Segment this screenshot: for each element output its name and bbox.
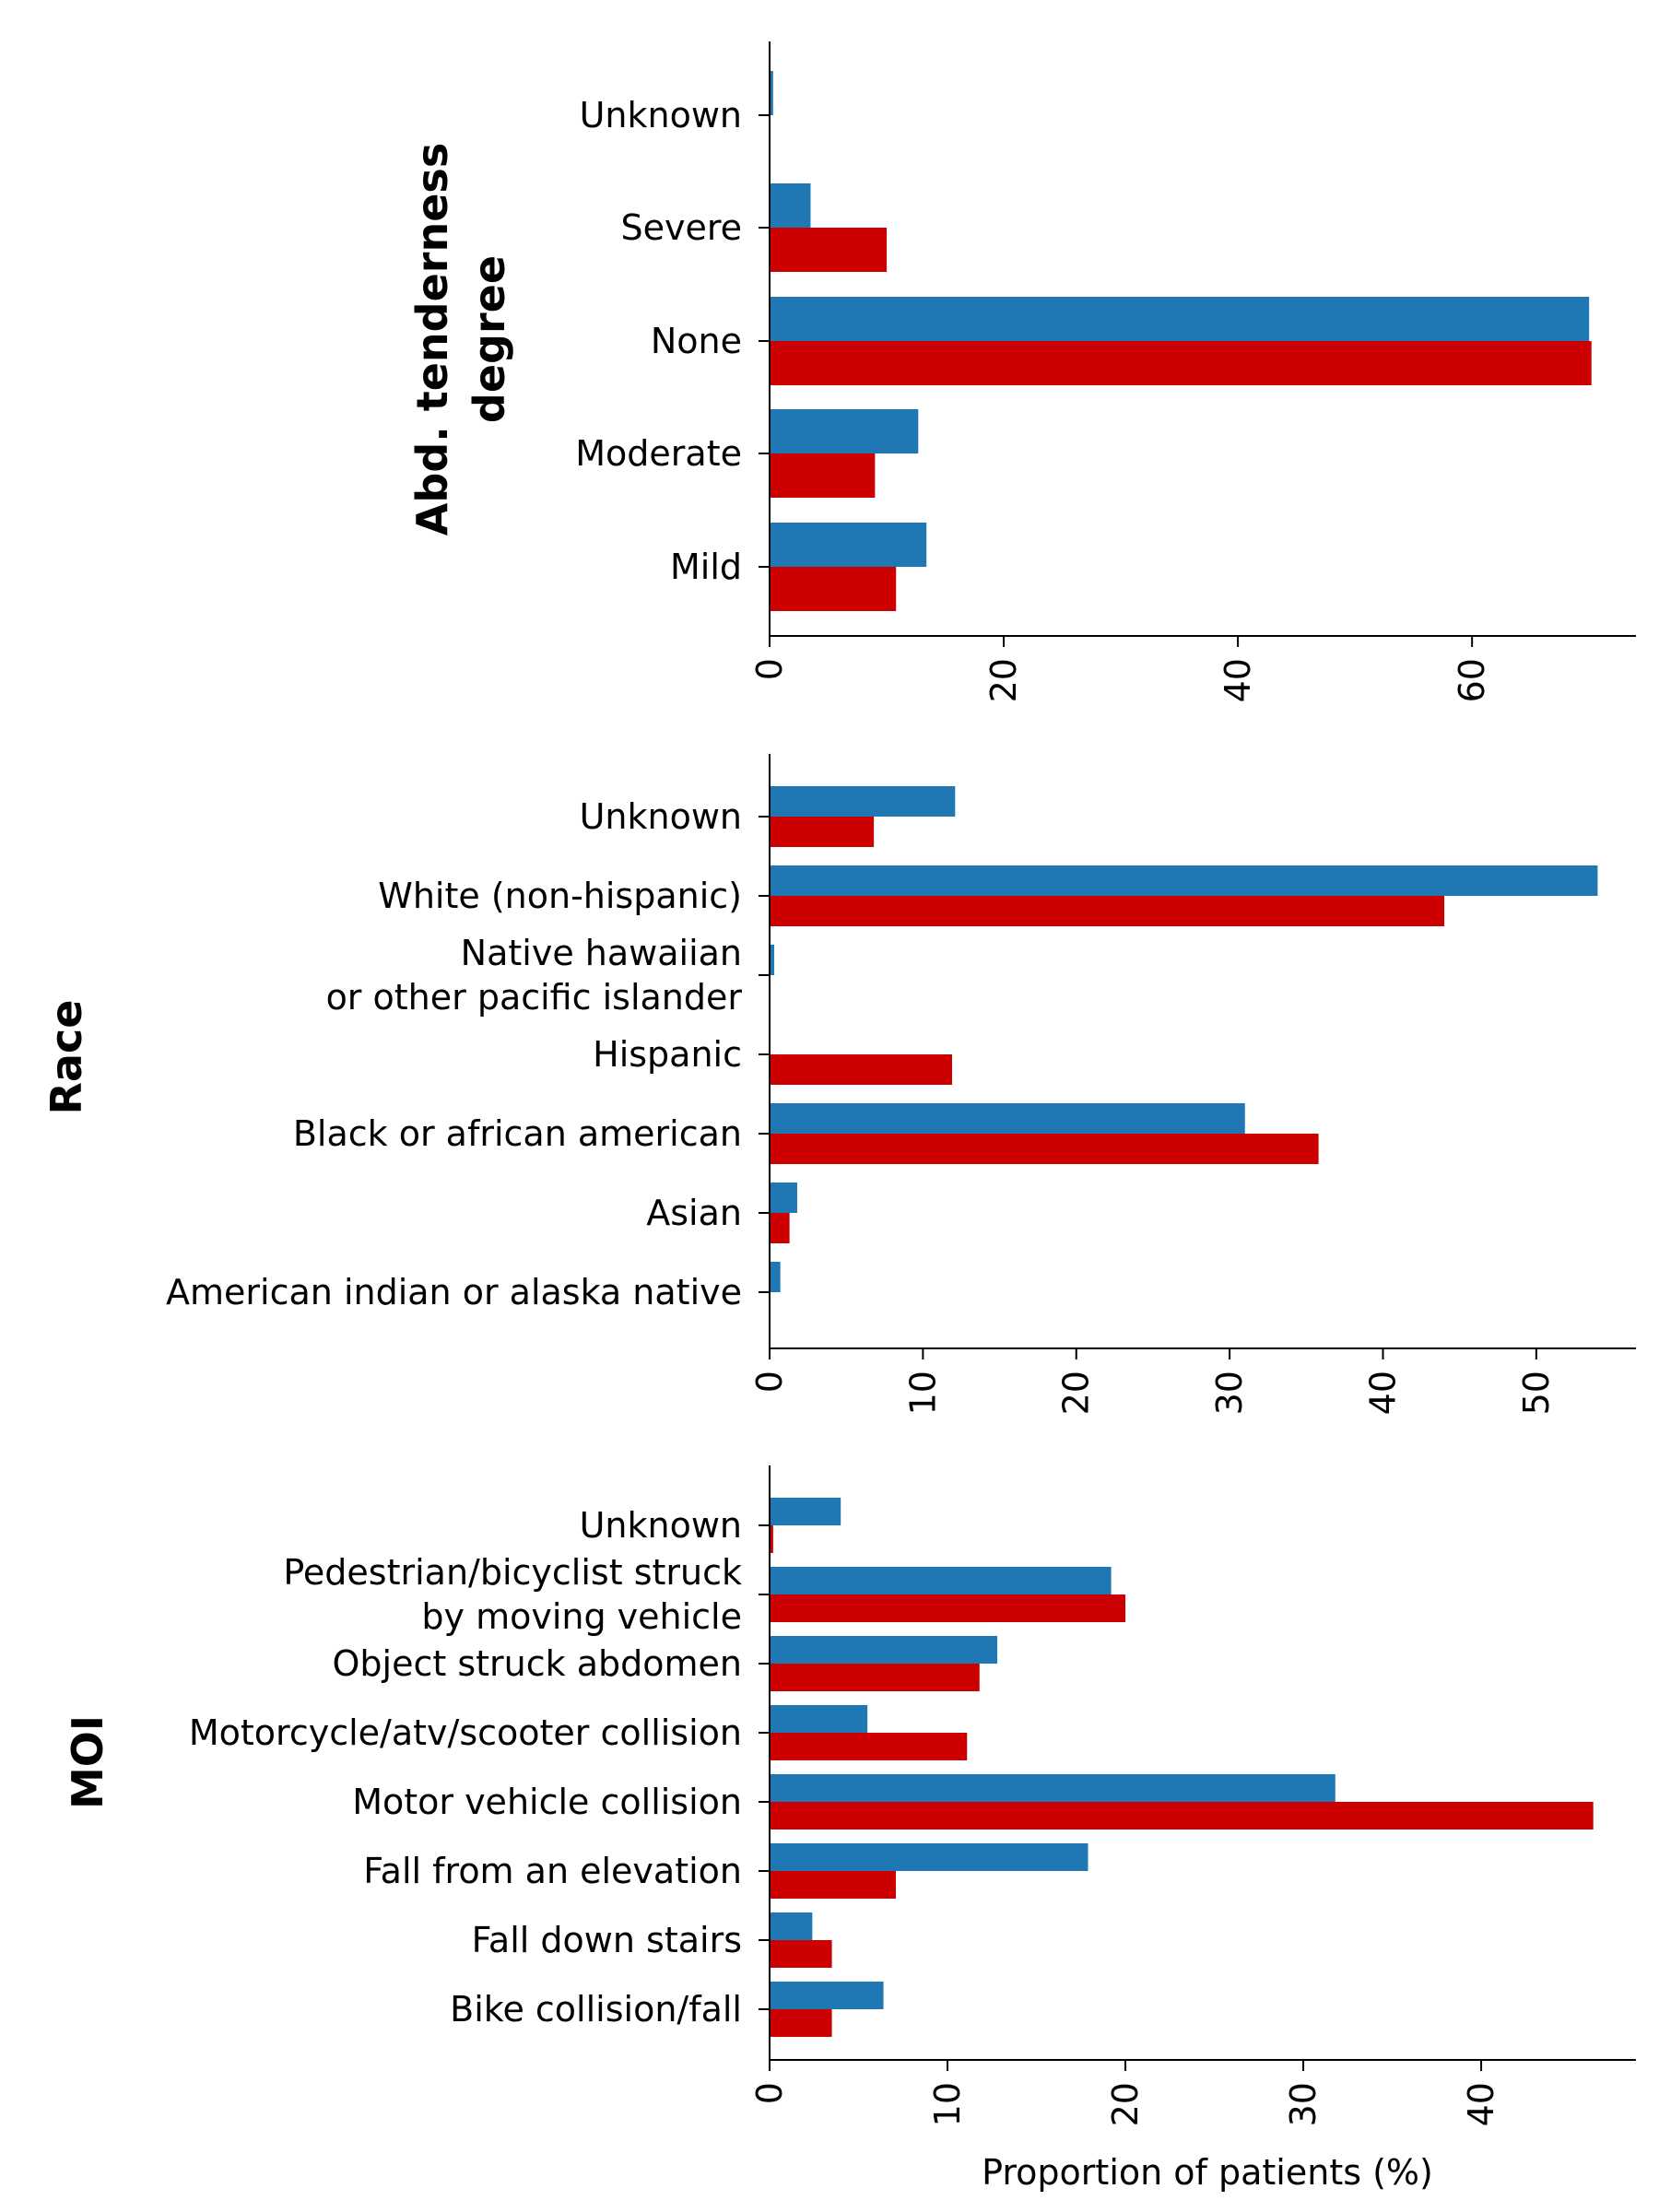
bar-p3-c4-s1: [770, 1705, 868, 1733]
bar-p2-c6-s1: [770, 1182, 797, 1213]
category-label: Bike collision/fall: [450, 1989, 742, 2030]
x-tick-label: 30: [1283, 2082, 1324, 2126]
x-tick-label: 40: [1362, 1371, 1403, 1415]
category-label: Asian: [646, 1193, 742, 1233]
category-label: Unknown: [580, 1505, 742, 1546]
x-tick-label: 40: [1461, 2082, 1501, 2126]
x-tick-label: 10: [927, 2082, 968, 2126]
bar-p3-c5-s1: [770, 1774, 1335, 1802]
category-label: Unknown: [580, 796, 742, 837]
x-tick-label: 30: [1209, 1371, 1250, 1415]
category-label: Severe: [620, 207, 742, 248]
bar-p3-c8-s1: [770, 1982, 884, 2009]
category-label: American indian or alaska native: [166, 1272, 742, 1312]
bar-p3-c4-s2: [770, 1733, 968, 1760]
chart-panel-2: Unknown White (non-hispanic) Native hawaii…: [41, 754, 1636, 1415]
bar-p2-c6-s2: [770, 1213, 790, 1243]
bar-p3-c6-s2: [770, 1871, 897, 1899]
category-label: Hispanic: [593, 1034, 742, 1075]
category-label: Object struck abdomen: [333, 1643, 742, 1684]
category-label: Unknown: [580, 95, 742, 135]
x-axis-label: Proportion of patients (%): [982, 2152, 1433, 2193]
bar-p2-c7-s1: [770, 1262, 781, 1292]
chart-panel-1: Unknown Severe None Moderate Mild 0 20 40 60 Abd.…: [407, 41, 1636, 702]
bar-p3-c1-s2: [770, 1525, 773, 1553]
x-tick-label: 0: [749, 2082, 790, 2104]
bar-p3-c2-s2: [770, 1594, 1126, 1622]
x-tick-label: 20: [983, 658, 1024, 702]
category-label: None: [651, 321, 742, 361]
bar-p2-c2-s2: [770, 896, 1445, 926]
x-tick-label: 0: [749, 1371, 790, 1393]
bar-p1-c4-s1: [770, 409, 919, 453]
bar-p3-c2-s1: [770, 1567, 1112, 1594]
x-tick-label: 0: [749, 658, 790, 680]
category-label: White (non-hispanic): [378, 876, 742, 916]
bar-p1-c2-s2: [770, 228, 888, 272]
x-tick-label: 60: [1452, 658, 1492, 702]
bar-p3-c7-s2: [770, 1940, 832, 1968]
bar-p2-c5-s2: [770, 1134, 1319, 1164]
bar-p3-c1-s1: [770, 1498, 841, 1525]
x-tick-label: 10: [902, 1371, 943, 1415]
bar-p1-c2-s1: [770, 183, 811, 228]
category-label: Black or african american: [293, 1113, 742, 1154]
x-tick-label: 20: [1056, 1371, 1097, 1415]
bar-p2-c4-s2: [770, 1054, 952, 1085]
category-label: Motor vehicle collision: [352, 1782, 742, 1822]
bar-p2-c1-s2: [770, 817, 875, 847]
chart-panel-3: Unknown Pedestrian/bicyclist struck by mov…: [63, 1465, 1636, 2193]
bar-p2-c3-s1: [770, 945, 774, 975]
x-tick-label: 40: [1218, 658, 1258, 702]
bar-p1-c4-s2: [770, 453, 876, 498]
bar-p3-c3-s1: [770, 1636, 998, 1664]
category-label: Fall from an elevation: [363, 1851, 742, 1891]
category-label: Pedestrian/bicyclist struck by moving veh…: [283, 1552, 742, 1637]
group-label: Race: [41, 1000, 91, 1115]
x-tick-label: 20: [1105, 2082, 1146, 2126]
x-tick-label: 50: [1516, 1371, 1557, 1415]
bar-p2-c5-s1: [770, 1103, 1245, 1134]
category-label: Mild: [670, 547, 742, 587]
category-label: Native hawaiian or other pacific islander: [326, 933, 743, 1018]
group-label: Abd. tenderness degree: [407, 143, 514, 535]
bar-p3-c8-s2: [770, 2009, 832, 2037]
bar-p1-c5-s1: [770, 523, 927, 567]
category-label: Moderate: [575, 433, 742, 474]
bar-p1-c3-s1: [770, 297, 1590, 341]
category-label: Fall down stairs: [472, 1920, 742, 1960]
bar-p3-c7-s1: [770, 1912, 813, 1940]
bar-p1-c5-s2: [770, 567, 897, 611]
bar-p3-c5-s2: [770, 1802, 1594, 1830]
category-label: Motorcycle/atv/scooter collision: [189, 1712, 742, 1753]
group-label: MOI: [63, 1715, 112, 1809]
bar-p3-c3-s2: [770, 1664, 980, 1691]
bar-p2-c1-s1: [770, 786, 956, 817]
bar-p1-c3-s2: [770, 341, 1592, 385]
bar-p1-c1-s1: [770, 71, 773, 115]
bar-p2-c2-s1: [770, 865, 1598, 896]
bar-p3-c6-s1: [770, 1843, 1088, 1871]
